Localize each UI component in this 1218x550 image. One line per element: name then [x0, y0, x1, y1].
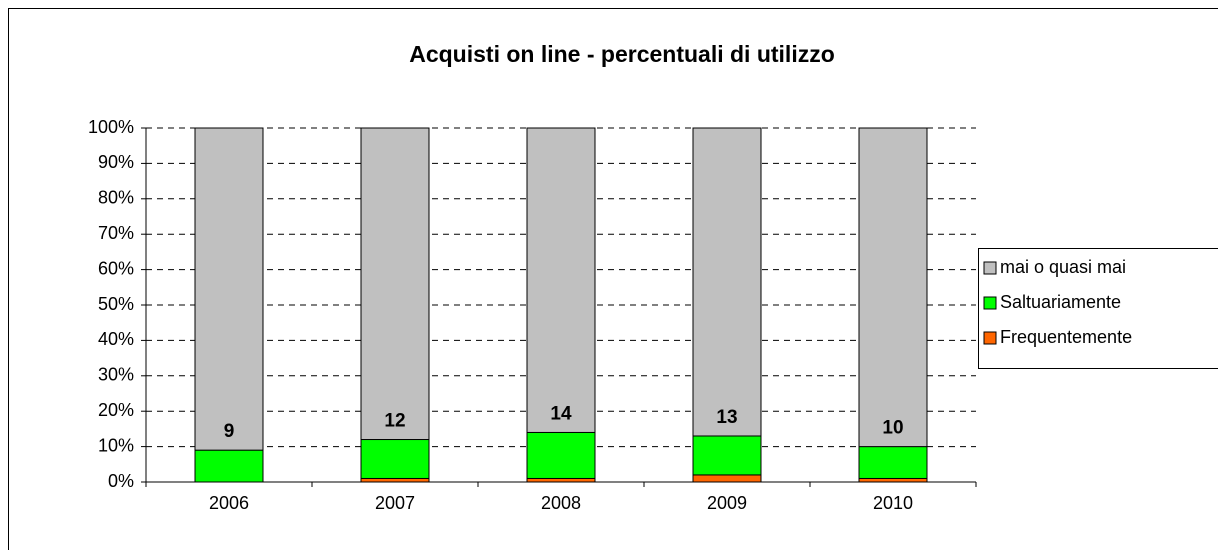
bar-segment — [692, 435, 762, 476]
y-tick-label: 50% — [98, 294, 134, 314]
bar-segment — [526, 431, 596, 479]
legend-swatch — [983, 296, 997, 310]
legend-swatch — [983, 261, 997, 275]
y-tick-label: 30% — [98, 365, 134, 385]
legend-swatch — [983, 331, 997, 345]
x-tick-label: 2008 — [541, 493, 581, 513]
x-tick-label: 2007 — [375, 493, 415, 513]
y-tick-label: 60% — [98, 258, 134, 278]
y-tick-label: 90% — [98, 152, 134, 172]
bar-segment — [360, 127, 430, 441]
bar-segment — [194, 127, 264, 451]
bar-segment — [692, 474, 762, 483]
legend-box — [978, 248, 1218, 369]
bar-segment — [526, 477, 596, 483]
y-tick-label: 10% — [98, 435, 134, 455]
data-label: 9 — [224, 421, 235, 442]
y-tick-label: 40% — [98, 329, 134, 349]
bar-segment — [194, 449, 264, 483]
legend-label: Frequentemente — [1000, 327, 1132, 347]
x-tick-label: 2009 — [707, 493, 747, 513]
legend-label: mai o quasi mai — [1000, 257, 1126, 277]
y-tick-label: 0% — [108, 471, 134, 491]
bar-segment — [858, 127, 928, 448]
data-label: 12 — [384, 411, 405, 432]
bar-segment — [526, 127, 596, 433]
x-tick-label: 2010 — [873, 493, 913, 513]
bar-segment — [360, 439, 430, 479]
y-tick-label: 20% — [98, 400, 134, 420]
data-label: 10 — [882, 418, 903, 439]
x-tick-label: 2006 — [209, 493, 249, 513]
y-tick-label: 70% — [98, 223, 134, 243]
data-label: 13 — [716, 407, 737, 428]
y-tick-label: 100% — [88, 117, 134, 137]
data-label: 14 — [550, 403, 572, 424]
chart-title: Acquisti on line - percentuali di utiliz… — [409, 41, 835, 67]
y-tick-label: 80% — [98, 188, 134, 208]
bar-segment — [692, 127, 762, 437]
bar-segment — [858, 477, 928, 483]
legend-label: Saltuariamente — [1000, 292, 1121, 312]
bar-segment — [360, 477, 430, 483]
bar-segment — [858, 446, 928, 479]
